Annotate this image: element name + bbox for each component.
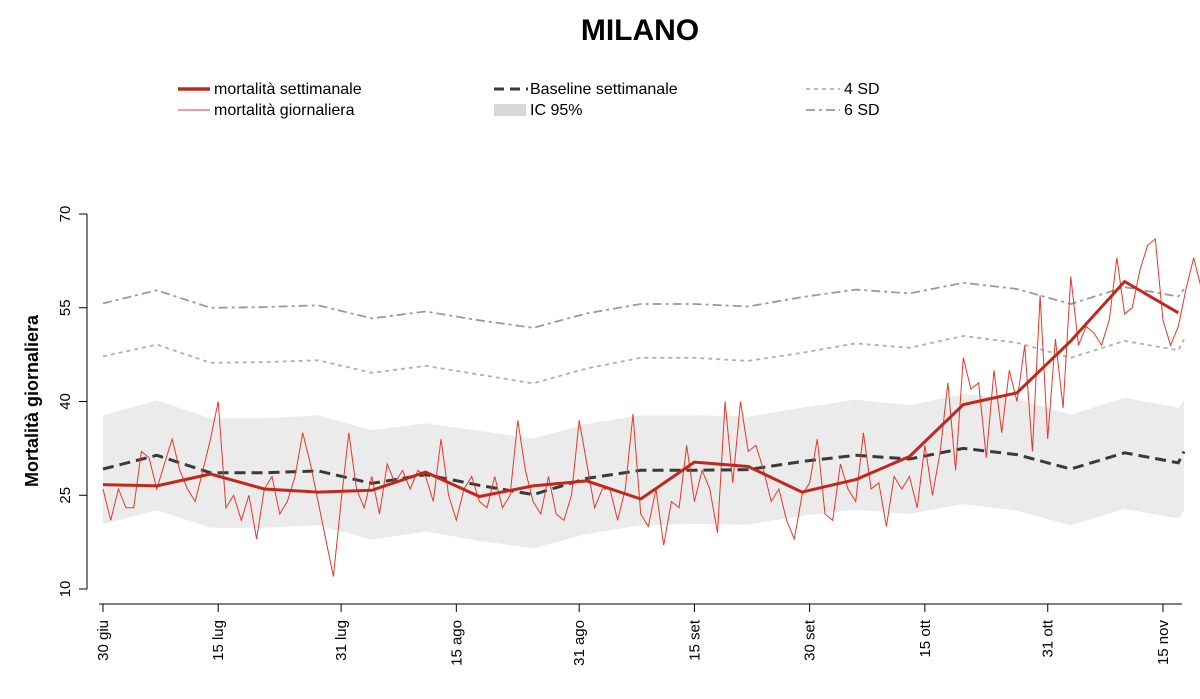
y-axis: 10 25 40 55 70 xyxy=(57,206,88,598)
y-tick-label-25: 25 xyxy=(57,487,74,504)
x-tick-label: 30 set xyxy=(802,619,819,661)
legend-label-baseline: Baseline settimanale xyxy=(530,81,678,98)
y-axis-label: Mortalità giornaliera xyxy=(22,314,42,487)
legend: mortalità settimanale mortalità giornali… xyxy=(178,81,880,119)
legend-label-ci: IC 95% xyxy=(530,102,582,119)
y-tick-label-70: 70 xyxy=(57,206,74,223)
x-tick-label: 15 ott xyxy=(917,619,934,657)
sd6-line xyxy=(102,281,1185,329)
legend-swatch-ci xyxy=(494,104,526,116)
x-tick-label: 31 lug xyxy=(333,620,350,661)
legend-label-weekly: mortalità settimanale xyxy=(214,81,362,98)
legend-label-sd6: 6 SD xyxy=(844,102,880,119)
sd4-line xyxy=(102,334,1185,385)
legend-label-daily: mortalità giornaliera xyxy=(214,102,355,119)
weekly-line xyxy=(102,280,1180,501)
baseline-line xyxy=(102,446,1186,497)
x-tick-label: 31 ott xyxy=(1040,619,1057,657)
chart-title: MILANO xyxy=(581,14,699,47)
y-tick-label-10: 10 xyxy=(57,581,74,598)
x-tick-label: 15 ago xyxy=(448,620,465,666)
y-tick-label-55: 55 xyxy=(57,299,74,316)
x-tick-label: 15 set xyxy=(686,619,703,661)
x-axis: 30 giu 15 lug 31 lug 15 ago 31 ago 15 set 30 s… xyxy=(95,603,1182,666)
x-tick-label: 30 giu xyxy=(95,620,112,661)
legend-label-sd4: 4 SD xyxy=(844,81,880,98)
x-tick-label: 15 lug xyxy=(210,620,227,661)
x-tick-label: 31 ago xyxy=(571,620,588,666)
y-tick-label-40: 40 xyxy=(57,393,74,410)
x-tick-label: 15 nov xyxy=(1155,620,1172,666)
